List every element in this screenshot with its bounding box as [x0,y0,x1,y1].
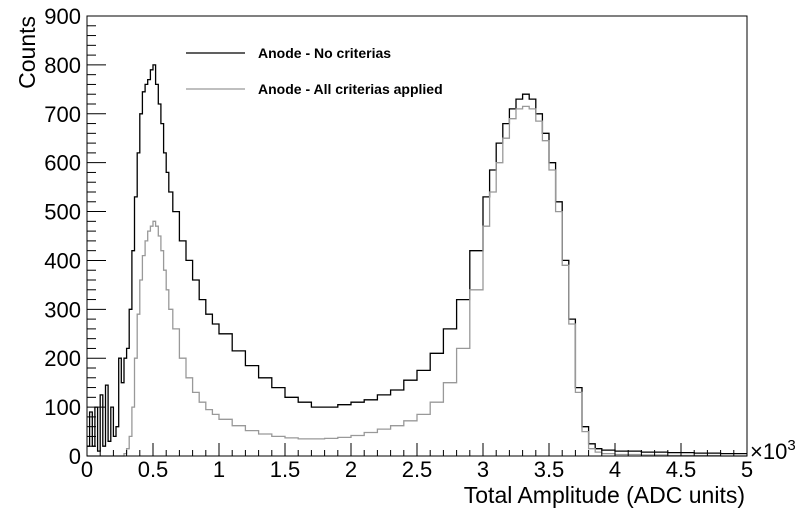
x-tick-label: 1.5 [270,457,301,482]
x-axis-multiplier-exponent: 3 [787,437,795,454]
series-line-2 [87,105,747,457]
x-tick-label: 0 [81,457,93,482]
y-tick-label: 500 [44,200,81,225]
series-layer [87,64,747,457]
x-tick-label: 1 [213,457,225,482]
x-axis-multiplier: ×103 [750,437,796,464]
y-tick-label: 900 [44,4,81,29]
x-tick-label: 3.5 [534,457,565,482]
series-line-1 [87,64,747,455]
legend-label-all-criterias: Anode - All criterias applied [258,81,443,97]
y-tick-label: 200 [44,346,81,371]
x-axis: 0 0.5 1 1.5 2 2.5 3 3.5 4 4.5 5 [81,443,753,482]
x-tick-label: 4 [609,457,621,482]
y-tick-label: 800 [44,53,81,78]
y-tick-label: 300 [44,297,81,322]
x-tick-label: 4.5 [666,457,697,482]
y-axis: 0 100 200 300 400 500 600 700 800 900 [44,4,106,469]
legend: Anode - No criterias Anode - All criteri… [186,45,443,97]
y-tick-label: 100 [44,395,81,420]
y-tick-label: 0 [69,444,81,469]
y-tick-label: 700 [44,102,81,127]
x-tick-label: 5 [741,457,753,482]
x-tick-label: 3 [477,457,489,482]
y-tick-label: 600 [44,151,81,176]
x-tick-label: 2.5 [402,457,433,482]
x-axis-title: Total Amplitude (ADC units) [464,482,745,508]
legend-label-no-criterias: Anode - No criterias [258,45,391,61]
x-tick-label: 0.5 [138,457,169,482]
x-axis-multiplier-base: ×10 [750,439,787,464]
y-axis-title: Counts [14,16,40,89]
y-tick-label: 400 [44,248,81,273]
x-tick-label: 2 [345,457,357,482]
